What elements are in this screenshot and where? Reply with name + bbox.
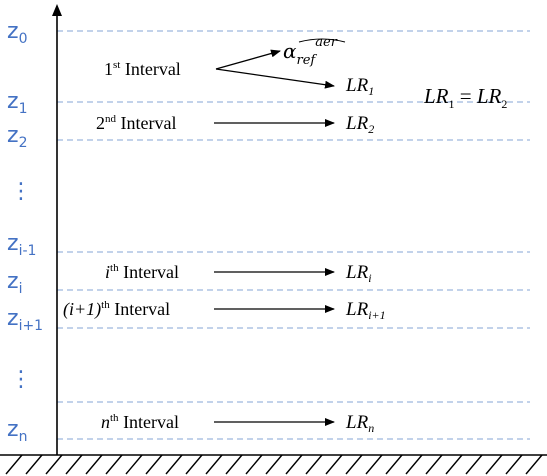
lr-n-label: LRn [345,412,374,435]
zim1-label: zi-1 [7,231,36,259]
z2-label: z2 [7,123,27,151]
lr-i-label: LRi [345,262,372,285]
arrow-interval-1-alpha [215,49,281,70]
zi-label: zi [7,269,22,297]
lr-1-label: LR1 [345,75,374,98]
lr-2-label: LR2 [345,113,374,136]
zip1-label: zi+1 [7,306,43,334]
interval-2-label: 2nd Interval [96,113,176,133]
interval-iplus1-label: (i+1)th Interval [63,299,170,320]
vertical-ellipsis-lower: ⋮ [10,367,32,392]
interval-i-label: ith Interval [105,262,179,282]
equation-lr1-lr2: LR1 = LR2 [423,84,507,111]
ground-hatch [5,454,543,475]
level-lines [57,30,530,440]
arrow-interval-1-lr [215,68,335,89]
z0-label: z0 [7,19,27,47]
alpha-arc-accent [298,38,346,43]
zn-label: zn [7,417,27,445]
axis-arrow-icon [52,4,62,16]
interval-1-label: 1st Interval [104,59,181,79]
z1-label: z1 [7,89,27,117]
ground [0,454,547,475]
interval-n-label: nth Interval [101,412,179,432]
lr-iplus1-label: LRi+1 [345,299,386,322]
vertical-ellipsis-upper: ⋮ [10,179,32,204]
